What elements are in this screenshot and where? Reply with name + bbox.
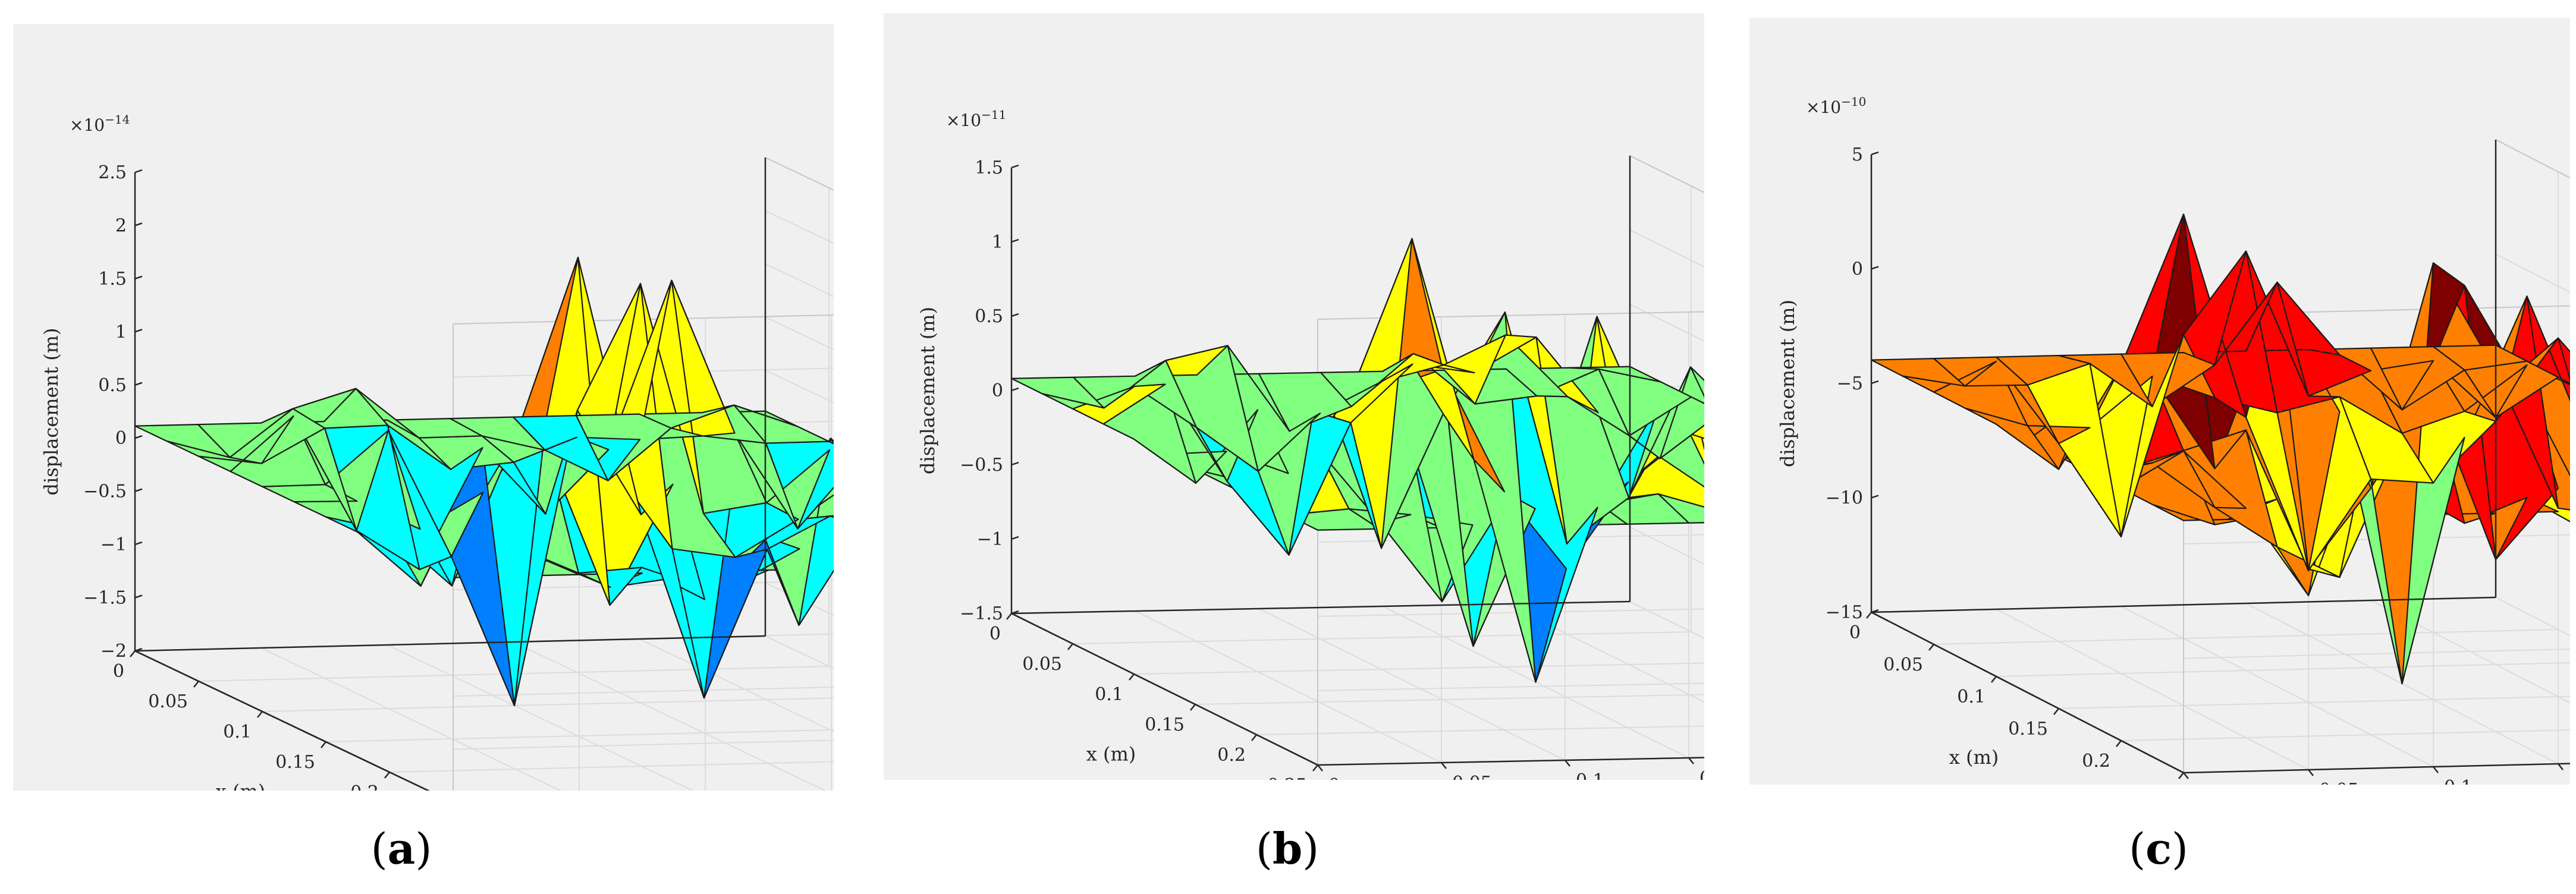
x-tick-label: 0.05 xyxy=(1883,654,1923,675)
z-tick-label: −5 xyxy=(1837,373,1863,394)
x-tick-label: 0 xyxy=(113,661,124,682)
displacement-surface xyxy=(1870,213,2570,685)
y-tick-label: 0.1 xyxy=(1576,770,1604,780)
z-axis-label: displacement (m) xyxy=(40,328,62,495)
caption-close: ) xyxy=(415,824,432,874)
y-tick-label: 0 xyxy=(1328,775,1340,780)
surface-plot-b: 00.050.10.150.20.2500.050.10.150.20.251.… xyxy=(884,13,1704,780)
y-tick-label: 0.15 xyxy=(2569,774,2570,785)
z-tick-label: 0 xyxy=(992,380,1003,401)
x-axis-label: x (m) xyxy=(1086,743,1136,766)
surface-plot-a: 00.050.10.150.20.2500.050.10.150.20.252.… xyxy=(13,24,834,791)
y-tick-label: 0.1 xyxy=(2444,777,2473,785)
caption-letter: a xyxy=(387,823,416,874)
x-tick-label: 0.15 xyxy=(1145,714,1185,735)
z-tick-label: 1 xyxy=(115,322,127,342)
z-tick-label: −1 xyxy=(977,529,1003,550)
panel-b-chart: 00.050.10.150.20.2500.050.10.150.20.251.… xyxy=(884,13,1704,780)
y-tick-label: 0 xyxy=(2194,783,2206,785)
z-tick-label: −2 xyxy=(100,641,127,662)
caption-c: (c) xyxy=(1980,823,2337,874)
x-tick-label: 0.15 xyxy=(275,752,315,773)
x-tick-label: 0.1 xyxy=(1095,684,1123,705)
z-tick-label: 1.5 xyxy=(975,158,1003,178)
displacement-surface xyxy=(134,256,834,707)
z-tick-label: 0 xyxy=(1852,259,1863,280)
displacement-surface xyxy=(1010,238,1704,683)
z-axis-label: displacement (m) xyxy=(916,307,939,474)
x-tick-label: 0.1 xyxy=(1957,687,1986,707)
caption-open: ( xyxy=(2128,824,2146,874)
x-axis-label: x (m) xyxy=(1949,746,1999,769)
caption-letter: c xyxy=(2145,823,2172,874)
z-tick-label: 2.5 xyxy=(98,162,127,183)
x-tick-label: 0.2 xyxy=(1217,745,1246,766)
z-tick-label: 0 xyxy=(115,428,127,449)
x-tick-label: 0.05 xyxy=(148,691,188,712)
caption-close: ) xyxy=(2171,824,2189,874)
z-tick-label: −15 xyxy=(1826,602,1863,623)
x-tick-label: 0 xyxy=(989,624,1001,644)
y-tick-label: 0.05 xyxy=(2319,780,2359,785)
z-tick-label: 5 xyxy=(1852,144,1863,165)
caption-close: ) xyxy=(1302,824,1320,874)
caption-a: (a) xyxy=(223,823,580,874)
x-tick-label: 0.25 xyxy=(2133,783,2173,785)
z-tick-label: −0.5 xyxy=(960,455,1003,476)
surface-plot-c: 00.050.10.150.20.2500.050.10.150.20.2550… xyxy=(1749,18,2570,785)
panel-a-chart: 00.050.10.150.20.2500.050.10.150.20.252.… xyxy=(13,24,834,791)
x-axis-label: x (m) xyxy=(216,780,266,791)
y-tick-label: 0.15 xyxy=(1699,768,1704,780)
z-tick-label: −0.5 xyxy=(83,481,127,502)
z-exponent-label: ×10−14 xyxy=(70,112,130,135)
x-tick-label: 0.15 xyxy=(2008,719,2048,739)
x-tick-label: 0.2 xyxy=(2082,751,2110,772)
x-tick-label: 0.05 xyxy=(1022,654,1062,675)
z-axis-label: displacement (m) xyxy=(1776,300,1799,467)
z-exponent-label: ×10−10 xyxy=(1806,95,1866,117)
z-tick-label: −1.5 xyxy=(960,603,1003,624)
z-exponent-label: ×10−11 xyxy=(946,108,1006,130)
x-tick-label: 0.1 xyxy=(223,722,252,742)
z-tick-label: −10 xyxy=(1826,488,1863,509)
z-tick-label: 2 xyxy=(115,215,127,236)
x-tick-label: 0 xyxy=(1849,622,1861,643)
y-tick-label: 0.05 xyxy=(1452,773,1492,780)
caption-open: ( xyxy=(1255,824,1273,874)
z-tick-label: 0.5 xyxy=(98,375,127,396)
z-tick-label: −1 xyxy=(100,534,127,555)
z-tick-label: 0.5 xyxy=(975,306,1003,327)
z-tick-label: −1.5 xyxy=(83,588,127,609)
x-tick-label: 0.25 xyxy=(1267,775,1307,780)
caption-b: (b) xyxy=(1109,823,1466,874)
caption-open: ( xyxy=(370,824,388,874)
caption-letter: b xyxy=(1272,823,1303,874)
z-tick-label: 1 xyxy=(992,232,1003,253)
panel-c-chart: 00.050.10.150.20.2500.050.10.150.20.2550… xyxy=(1749,18,2570,785)
z-tick-label: 1.5 xyxy=(98,269,127,289)
x-tick-label: 0.2 xyxy=(350,782,379,791)
